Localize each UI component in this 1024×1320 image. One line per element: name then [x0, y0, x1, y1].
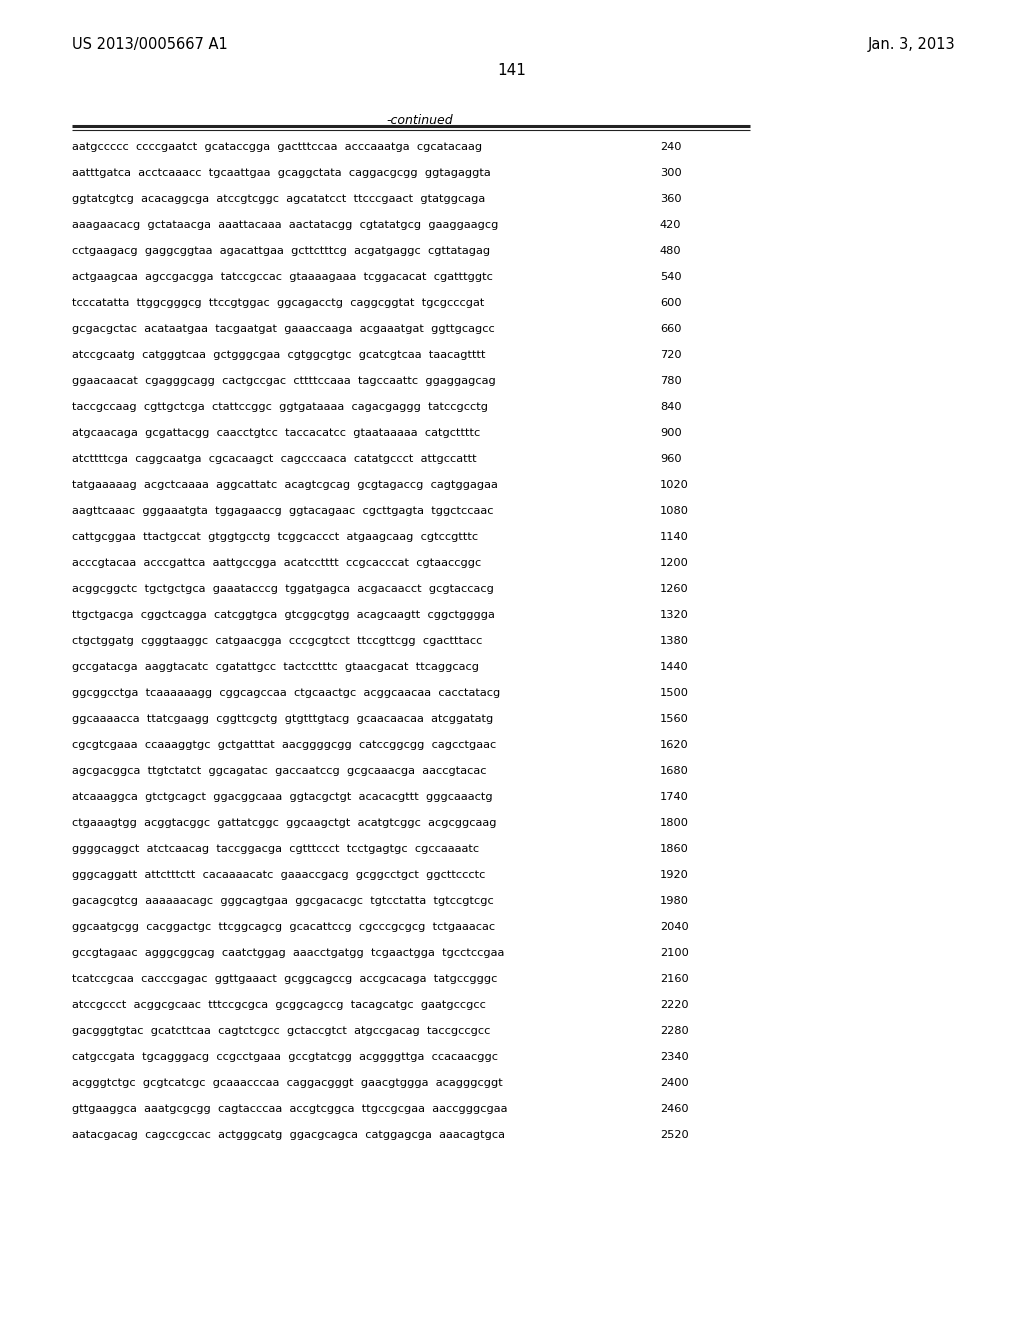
Text: gacagcgtcg  aaaaaacagc  gggcagtgaa  ggcgacacgc  tgtcctatta  tgtccgtcgc: gacagcgtcg aaaaaacagc gggcagtgaa ggcgaca… [72, 896, 494, 906]
Text: 1920: 1920 [660, 870, 689, 880]
Text: ggaacaacat  cgagggcagg  cactgccgac  cttttccaaa  tagccaattc  ggaggagcag: ggaacaacat cgagggcagg cactgccgac cttttcc… [72, 376, 496, 385]
Text: gcgacgctac  acataatgaa  tacgaatgat  gaaaccaaga  acgaaatgat  ggttgcagcc: gcgacgctac acataatgaa tacgaatgat gaaacca… [72, 323, 495, 334]
Text: aatgccccc  ccccgaatct  gcataccgga  gactttccaa  acccaaatga  cgcatacaag: aatgccccc ccccgaatct gcataccgga gactttcc… [72, 143, 482, 152]
Text: 1200: 1200 [660, 558, 689, 568]
Text: acgggtctgc  gcgtcatcgc  gcaaacccaa  caggacgggt  gaacgtggga  acagggcggt: acgggtctgc gcgtcatcgc gcaaacccaa caggacg… [72, 1078, 503, 1088]
Text: taccgccaag  cgttgctcga  ctattccggc  ggtgataaaa  cagacgaggg  tatccgcctg: taccgccaag cgttgctcga ctattccggc ggtgata… [72, 403, 488, 412]
Text: ggcaaaacca  ttatcgaagg  cggttcgctg  gtgtttgtacg  gcaacaacaa  atcggatatg: ggcaaaacca ttatcgaagg cggttcgctg gtgtttg… [72, 714, 494, 723]
Text: atccgcaatg  catgggtcaa  gctgggcgaa  cgtggcgtgc  gcatcgtcaa  taacagtttt: atccgcaatg catgggtcaa gctgggcgaa cgtggcg… [72, 350, 485, 360]
Text: tatgaaaaag  acgctcaaaa  aggcattatc  acagtcgcag  gcgtagaccg  cagtggagaa: tatgaaaaag acgctcaaaa aggcattatc acagtcg… [72, 480, 498, 490]
Text: aaagaacacg  gctataacga  aaattacaaa  aactatacgg  cgtatatgcg  gaaggaagcg: aaagaacacg gctataacga aaattacaaa aactata… [72, 220, 499, 230]
Text: ctgctggatg  cgggtaaggc  catgaacgga  cccgcgtcct  ttccgttcgg  cgactttacc: ctgctggatg cgggtaaggc catgaacgga cccgcgt… [72, 636, 482, 645]
Text: atcttttcga  caggcaatga  cgcacaagct  cagcccaaca  catatgccct  attgccattt: atcttttcga caggcaatga cgcacaagct cagccca… [72, 454, 476, 465]
Text: ggggcaggct  atctcaacag  taccggacga  cgtttccct  tcctgagtgc  cgccaaaatc: ggggcaggct atctcaacag taccggacga cgtttcc… [72, 843, 479, 854]
Text: 1740: 1740 [660, 792, 689, 803]
Text: atcaaaggca  gtctgcagct  ggacggcaaa  ggtacgctgt  acacacgttt  gggcaaactg: atcaaaggca gtctgcagct ggacggcaaa ggtacgc… [72, 792, 493, 803]
Text: 780: 780 [660, 376, 682, 385]
Text: -continued: -continued [387, 114, 454, 127]
Text: 1680: 1680 [660, 766, 689, 776]
Text: 1620: 1620 [660, 741, 689, 750]
Text: Jan. 3, 2013: Jan. 3, 2013 [867, 37, 955, 51]
Text: 420: 420 [660, 220, 682, 230]
Text: acccgtacaa  acccgattca  aattgccgga  acatcctttt  ccgcacccat  cgtaaccggc: acccgtacaa acccgattca aattgccgga acatcct… [72, 558, 481, 568]
Text: ggtatcgtcg  acacaggcga  atccgtcggc  agcatatcct  ttcccgaact  gtatggcaga: ggtatcgtcg acacaggcga atccgtcggc agcatat… [72, 194, 485, 205]
Text: 2040: 2040 [660, 921, 689, 932]
Text: gttgaaggca  aaatgcgcgg  cagtacccaa  accgtcggca  ttgccgcgaa  aaccgggcgaa: gttgaaggca aaatgcgcgg cagtacccaa accgtcg… [72, 1104, 508, 1114]
Text: gggcaggatt  attctttctt  cacaaaacatc  gaaaccgacg  gcggcctgct  ggcttccctc: gggcaggatt attctttctt cacaaaacatc gaaacc… [72, 870, 485, 880]
Text: cctgaagacg  gaggcggtaa  agacattgaa  gcttctttcg  acgatgaggc  cgttatagag: cctgaagacg gaggcggtaa agacattgaa gcttctt… [72, 246, 490, 256]
Text: 360: 360 [660, 194, 682, 205]
Text: 2100: 2100 [660, 948, 689, 958]
Text: 600: 600 [660, 298, 682, 308]
Text: 1440: 1440 [660, 663, 689, 672]
Text: 1140: 1140 [660, 532, 689, 543]
Text: gacgggtgtac  gcatcttcaa  cagtctcgcc  gctaccgtct  atgccgacag  taccgccgcc: gacgggtgtac gcatcttcaa cagtctcgcc gctacc… [72, 1026, 490, 1036]
Text: atccgccct  acggcgcaac  tttccgcgca  gcggcagccg  tacagcatgc  gaatgccgcc: atccgccct acggcgcaac tttccgcgca gcggcagc… [72, 1001, 485, 1010]
Text: catgccgata  tgcagggacg  ccgcctgaaa  gccgtatcgg  acggggttga  ccacaacggc: catgccgata tgcagggacg ccgcctgaaa gccgtat… [72, 1052, 498, 1063]
Text: 2280: 2280 [660, 1026, 689, 1036]
Text: 840: 840 [660, 403, 682, 412]
Text: ggcggcctga  tcaaaaaagg  cggcagccaa  ctgcaactgc  acggcaacaa  cacctatacg: ggcggcctga tcaaaaaagg cggcagccaa ctgcaac… [72, 688, 501, 698]
Text: 2220: 2220 [660, 1001, 688, 1010]
Text: cattgcggaa  ttactgccat  gtggtgcctg  tcggcaccct  atgaagcaag  cgtccgtttc: cattgcggaa ttactgccat gtggtgcctg tcggcac… [72, 532, 478, 543]
Text: 300: 300 [660, 168, 682, 178]
Text: 720: 720 [660, 350, 682, 360]
Text: gccgtagaac  agggcggcag  caatctggag  aaacctgatgg  tcgaactgga  tgcctccgaa: gccgtagaac agggcggcag caatctggag aaacctg… [72, 948, 505, 958]
Text: US 2013/0005667 A1: US 2013/0005667 A1 [72, 37, 227, 51]
Text: gccgatacga  aaggtacatc  cgatattgcc  tactcctttc  gtaacgacat  ttcaggcacg: gccgatacga aaggtacatc cgatattgcc tactcct… [72, 663, 479, 672]
Text: ttgctgacga  cggctcagga  catcggtgca  gtcggcgtgg  acagcaagtt  cggctgggga: ttgctgacga cggctcagga catcggtgca gtcggcg… [72, 610, 495, 620]
Text: tcatccgcaa  cacccgagac  ggttgaaact  gcggcagccg  accgcacaga  tatgccgggc: tcatccgcaa cacccgagac ggttgaaact gcggcag… [72, 974, 498, 983]
Text: 2460: 2460 [660, 1104, 688, 1114]
Text: acggcggctc  tgctgctgca  gaaatacccg  tggatgagca  acgacaacct  gcgtaccacg: acggcggctc tgctgctgca gaaatacccg tggatga… [72, 583, 494, 594]
Text: agcgacggca  ttgtctatct  ggcagatac  gaccaatccg  gcgcaaacga  aaccgtacac: agcgacggca ttgtctatct ggcagatac gaccaatc… [72, 766, 486, 776]
Text: 540: 540 [660, 272, 682, 282]
Text: 1980: 1980 [660, 896, 689, 906]
Text: 2160: 2160 [660, 974, 689, 983]
Text: aagttcaaac  gggaaatgta  tggagaaccg  ggtacagaac  cgcttgagta  tggctccaac: aagttcaaac gggaaatgta tggagaaccg ggtacag… [72, 506, 494, 516]
Text: 2520: 2520 [660, 1130, 689, 1140]
Text: 1080: 1080 [660, 506, 689, 516]
Text: aatttgatca  acctcaaacc  tgcaattgaa  gcaggctata  caggacgcgg  ggtagaggta: aatttgatca acctcaaacc tgcaattgaa gcaggct… [72, 168, 490, 178]
Text: 1500: 1500 [660, 688, 689, 698]
Text: 1260: 1260 [660, 583, 689, 594]
Text: 480: 480 [660, 246, 682, 256]
Text: 141: 141 [498, 63, 526, 78]
Text: 2340: 2340 [660, 1052, 689, 1063]
Text: ggcaatgcgg  cacggactgc  ttcggcagcg  gcacattccg  cgcccgcgcg  tctgaaacac: ggcaatgcgg cacggactgc ttcggcagcg gcacatt… [72, 921, 496, 932]
Text: 1380: 1380 [660, 636, 689, 645]
Text: 1800: 1800 [660, 818, 689, 828]
Text: 660: 660 [660, 323, 682, 334]
Text: actgaagcaa  agccgacgga  tatccgccac  gtaaaagaaa  tcggacacat  cgatttggtc: actgaagcaa agccgacgga tatccgccac gtaaaag… [72, 272, 493, 282]
Text: tcccatatta  ttggcgggcg  ttccgtggac  ggcagacctg  caggcggtat  tgcgcccgat: tcccatatta ttggcgggcg ttccgtggac ggcagac… [72, 298, 484, 308]
Text: 960: 960 [660, 454, 682, 465]
Text: atgcaacaga  gcgattacgg  caacctgtcc  taccacatcc  gtaataaaaa  catgcttttc: atgcaacaga gcgattacgg caacctgtcc taccaca… [72, 428, 480, 438]
Text: ctgaaagtgg  acggtacggc  gattatcggc  ggcaagctgt  acatgtcggc  acgcggcaag: ctgaaagtgg acggtacggc gattatcggc ggcaagc… [72, 818, 497, 828]
Text: 240: 240 [660, 143, 682, 152]
Text: 1560: 1560 [660, 714, 689, 723]
Text: 1020: 1020 [660, 480, 689, 490]
Text: 1320: 1320 [660, 610, 689, 620]
Text: cgcgtcgaaa  ccaaaggtgc  gctgatttat  aacggggcgg  catccggcgg  cagcctgaac: cgcgtcgaaa ccaaaggtgc gctgatttat aacgggg… [72, 741, 497, 750]
Text: 900: 900 [660, 428, 682, 438]
Text: 2400: 2400 [660, 1078, 689, 1088]
Text: aatacgacag  cagccgccac  actgggcatg  ggacgcagca  catggagcga  aaacagtgca: aatacgacag cagccgccac actgggcatg ggacgca… [72, 1130, 505, 1140]
Text: 1860: 1860 [660, 843, 689, 854]
